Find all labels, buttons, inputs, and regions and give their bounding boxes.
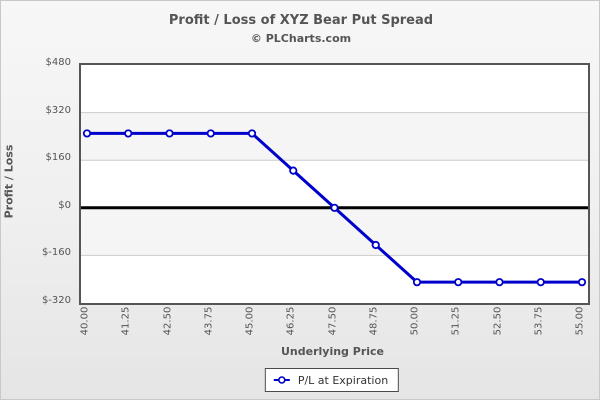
x-tick-label: 53.75 <box>533 306 545 336</box>
x-tick-label: 48.75 <box>368 306 380 336</box>
legend-series-label: P/L at Expiration <box>297 373 389 387</box>
y-tick-label: $-160 <box>41 247 71 259</box>
x-tick-label: 41.25 <box>120 306 132 336</box>
data-point-marker <box>82 129 92 138</box>
x-tick-label: 46.25 <box>285 306 297 336</box>
x-tick-label: 40.00 <box>79 306 91 336</box>
plot-band <box>81 65 588 113</box>
y-tick-label: $160 <box>45 152 71 164</box>
x-tick-label: 51.25 <box>450 306 462 336</box>
data-point-marker <box>412 278 422 287</box>
data-point-marker <box>165 129 174 138</box>
data-point-marker <box>289 166 298 175</box>
x-tick-label: 55.00 <box>574 306 586 336</box>
data-point-marker <box>371 240 380 250</box>
plot-band <box>81 112 588 161</box>
y-tick-label: $-320 <box>41 295 71 306</box>
plot-area <box>79 63 590 305</box>
plot-band <box>81 207 588 256</box>
pl-line-chart <box>81 65 588 303</box>
x-tick-label: 47.50 <box>327 306 338 336</box>
plot-band <box>81 160 588 208</box>
chart-title: Profit / Loss of XYZ Bear Put Spread <box>168 13 434 28</box>
x-tick-label: 52.50 <box>492 306 503 336</box>
legend-line-marker-icon <box>273 375 291 385</box>
chart-subtitle: © PLCharts.com <box>250 32 352 45</box>
y-tick-label: $320 <box>45 104 71 116</box>
data-point-marker <box>330 203 339 212</box>
data-point-marker <box>206 129 215 138</box>
data-point-marker <box>495 278 504 287</box>
y-tick-label: $0 <box>58 199 71 211</box>
x-tick-label: 45.00 <box>244 306 256 336</box>
x-tick-label: 43.75 <box>203 306 215 336</box>
x-tick-label: 50.00 <box>409 306 421 336</box>
data-point-marker <box>577 278 587 287</box>
legend-box: P/L at Expiration <box>264 368 400 392</box>
y-tick-label: $480 <box>45 57 71 68</box>
x-axis-title: Underlying Price <box>280 345 384 358</box>
y-axis-title: Profit / Loss <box>2 144 16 219</box>
data-point-marker <box>536 278 545 287</box>
plot-band <box>81 255 588 303</box>
data-point-marker <box>454 278 463 287</box>
x-tick-label: 42.50 <box>162 306 173 336</box>
data-point-marker <box>124 129 133 138</box>
data-point-marker <box>247 129 257 138</box>
